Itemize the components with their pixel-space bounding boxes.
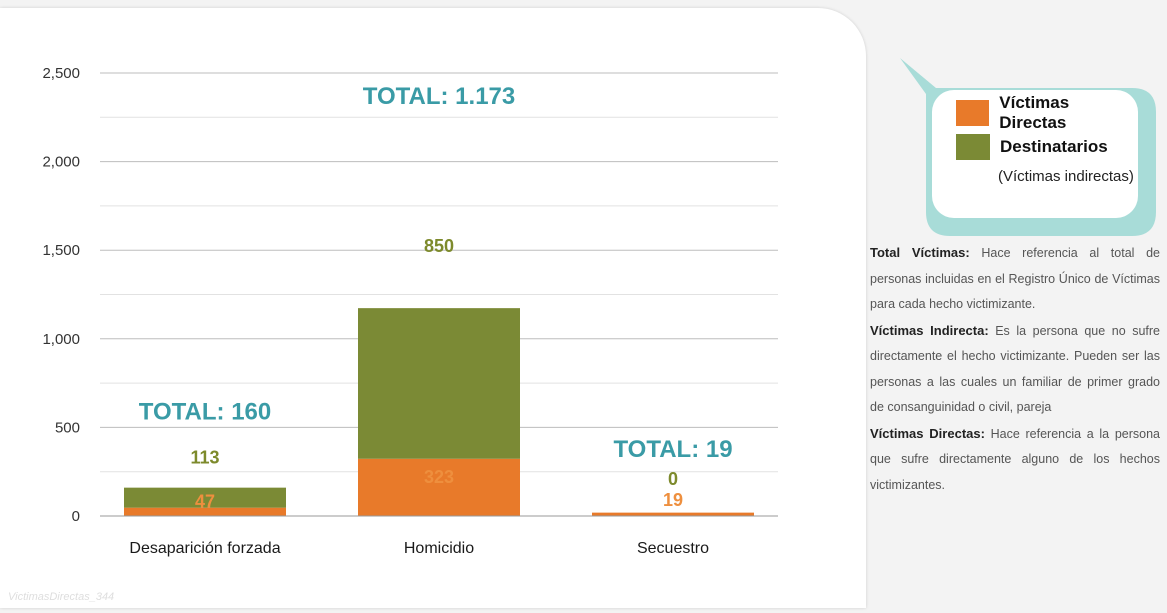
bar-directas [124,507,286,516]
total-label: TOTAL: 1.173 [363,83,515,110]
y-tick-label: 2,000 [42,154,80,171]
legend-label: Destinatarios [1000,137,1108,156]
data-label-directas: 19 [663,490,683,510]
definition-text: Es la persona que no sufre directamente … [870,323,1160,415]
legend-swatch [956,134,990,160]
x-category-label: Homicidio [404,540,474,557]
watermark: VictimasDirectas_344 [8,591,115,603]
y-tick-label: 0 [72,508,80,525]
x-category-label: Desaparición forzada [129,540,280,557]
definition-term: Víctimas Indirecta: [870,322,989,338]
definition-term: Total Víctimas: [870,245,970,260]
bar-directas [592,512,754,516]
data-label-directas: 323 [424,467,454,487]
definition-text: Hace referencia a la persona que sufre d… [870,426,1160,492]
definition-text: Hace referencia al total de personas inc… [870,246,1160,311]
y-tick-label: 1,000 [42,331,80,348]
definition-total: Total Víctimas: Hace referencia al total… [870,240,1160,318]
bar-destinatarios [124,487,286,508]
definition-indirecta: Víctimas Indirecta: Es la persona que no… [870,318,1160,421]
y-tick-label: 500 [55,419,80,436]
data-label-destinatarios: 0 [668,469,678,489]
definitions: Total Víctimas: Hace referencia al total… [870,240,1160,498]
y-tick-label: 1,500 [42,242,80,259]
bar-directas [358,458,520,516]
total-label: TOTAL: 19 [613,436,732,463]
data-label-directas: 47 [195,492,215,512]
data-label-destinatarios: 850 [424,236,454,256]
x-category-label: Secuestro [637,540,709,557]
bar-destinatarios [358,308,520,459]
legend: Víctimas Directas Destinatarios (Víctima… [932,90,1138,218]
legend-item-directas: Víctimas Directas [956,93,1138,132]
total-label: TOTAL: 160 [139,399,271,426]
y-tick-label: 2,500 [42,65,80,82]
legend-swatch [956,100,990,126]
legend-sub-label: (Víctimas indirectas) [998,168,1134,185]
bar-chart: 0 500 1,000 1,500 2,000 2,500 47 113 TOTAL: 160 D… [42,65,778,557]
definition-directas: Víctimas Directas: Hace referencia a la … [870,421,1160,499]
chart-card: 0 500 1,000 1,500 2,000 2,500 47 113 TOTAL: 160 D… [0,8,866,608]
legend-item-destinatarios: Destinatarios [956,134,1108,160]
legend-label: Víctimas Directas [999,93,1070,132]
definition-term: Víctimas Directas: [870,425,985,441]
data-label-destinatarios: 113 [190,448,219,468]
